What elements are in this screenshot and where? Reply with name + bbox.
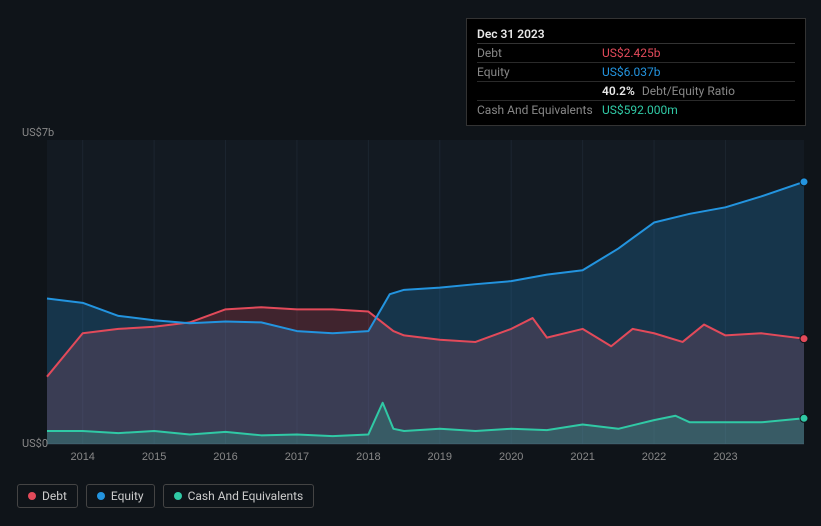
svg-text:2022: 2022 (642, 451, 666, 463)
legend-item-cash[interactable]: Cash And Equivalents (163, 484, 315, 508)
legend-item-debt[interactable]: Debt (17, 484, 78, 508)
tooltip-date: Dec 31 2023 (477, 25, 795, 44)
tooltip-cash-label: Cash And Equivalents (477, 103, 602, 117)
legend-swatch-debt (28, 492, 36, 500)
svg-text:2023: 2023 (713, 451, 737, 463)
svg-text:2017: 2017 (285, 451, 309, 463)
tooltip-ratio-label: Debt/Equity Ratio (642, 84, 735, 98)
chart-tooltip: Dec 31 2023 Debt US$2.425b Equity US$6.0… (466, 18, 806, 126)
tooltip-debt-label: Debt (477, 46, 602, 60)
svg-text:2019: 2019 (428, 451, 452, 463)
chart-legend: Debt Equity Cash And Equivalents (17, 484, 314, 508)
legend-label-cash: Cash And Equivalents (188, 489, 304, 503)
legend-label-equity: Equity (111, 489, 144, 503)
legend-swatch-equity (97, 492, 105, 500)
legend-item-equity[interactable]: Equity (86, 484, 155, 508)
tooltip-ratio-pct: 40.2% (602, 84, 635, 98)
y-axis-label-top: US$7b (22, 126, 54, 139)
svg-text:2021: 2021 (570, 451, 594, 463)
tooltip-equity-label: Equity (477, 65, 602, 79)
svg-text:2014: 2014 (70, 451, 94, 463)
svg-text:2018: 2018 (356, 451, 380, 463)
svg-text:2016: 2016 (213, 451, 237, 463)
tooltip-cash-value: US$592.000m (602, 103, 795, 117)
tooltip-debt-value: US$2.425b (602, 46, 795, 60)
legend-label-debt: Debt (42, 489, 67, 503)
y-axis-label-bottom: US$0 (22, 437, 48, 450)
legend-swatch-cash (174, 492, 182, 500)
svg-text:2020: 2020 (499, 451, 523, 463)
tooltip-ratio-empty (477, 84, 602, 98)
svg-text:2015: 2015 (142, 451, 166, 463)
tooltip-equity-value: US$6.037b (602, 65, 795, 79)
